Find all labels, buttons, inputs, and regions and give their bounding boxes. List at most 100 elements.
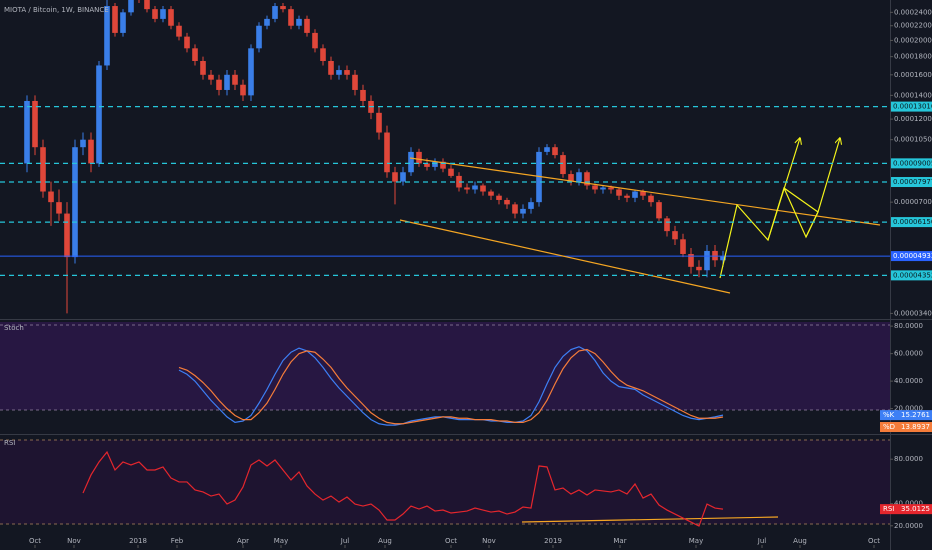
- legend-box: [880, 422, 932, 432]
- candle-body: [424, 163, 430, 167]
- candle-body: [344, 70, 350, 75]
- x-tick-label: Jul: [757, 537, 767, 545]
- candle-body: [608, 187, 614, 190]
- legend-box: [880, 410, 932, 421]
- legend-value: 35.0125: [901, 505, 930, 513]
- candle-body: [688, 253, 694, 267]
- legend-name: RSI: [883, 505, 894, 513]
- candle-body: [656, 202, 662, 219]
- candle-body: [224, 74, 230, 90]
- legend-name: %D: [883, 423, 895, 431]
- candle-body: [192, 48, 198, 61]
- level-label-box: [891, 177, 932, 188]
- legend-value: 13.8937: [901, 423, 930, 431]
- candle-body: [176, 25, 182, 37]
- level-label: 0.00013016: [893, 103, 932, 111]
- stoch-band: [0, 322, 890, 410]
- drawings: [0, 105, 890, 523]
- candle-body: [312, 32, 318, 49]
- candle-body: [440, 161, 446, 169]
- candle-body: [56, 202, 62, 214]
- y-tick-label: 60.0000: [894, 350, 923, 358]
- x-tick-label: May: [689, 537, 703, 545]
- candle-body: [512, 204, 518, 214]
- candle-body: [496, 195, 502, 200]
- candle-body: [648, 195, 654, 203]
- level-label: 0.00004352: [893, 271, 932, 279]
- level-label-box: [891, 217, 932, 228]
- level-label-box: [891, 101, 932, 112]
- candle-body: [112, 6, 118, 33]
- candle-body: [480, 185, 486, 192]
- level-label-box: [891, 158, 932, 169]
- candle-body: [232, 74, 238, 85]
- candle-body: [664, 218, 670, 232]
- candle-body: [552, 147, 558, 156]
- candle-body: [392, 172, 398, 182]
- x-tick-label: Nov: [67, 537, 81, 545]
- candle-body: [400, 172, 406, 182]
- candle-body: [592, 185, 598, 190]
- candle-body: [352, 74, 358, 90]
- candle-body: [504, 199, 510, 205]
- candle-body: [280, 6, 286, 10]
- candle-body: [616, 189, 622, 196]
- candle-body: [408, 151, 414, 173]
- candle-body: [128, 0, 134, 13]
- level-label-box: [891, 270, 932, 281]
- candle-body: [272, 6, 278, 19]
- candle-body: [488, 191, 494, 196]
- candle-body: [328, 60, 334, 75]
- candle-body: [32, 100, 38, 148]
- candle-body: [472, 185, 478, 190]
- candle-body: [288, 9, 294, 26]
- candle-body: [104, 6, 110, 66]
- candle-body: [624, 195, 630, 198]
- candle-body: [160, 9, 166, 19]
- y-tick-label: 40.0000: [894, 500, 923, 508]
- y-tick-label: 20.0000: [894, 522, 923, 530]
- y-tick-label: 20.0000: [894, 405, 923, 413]
- candle-body: [208, 74, 214, 80]
- candle-body: [360, 89, 366, 101]
- indicator-line: [178, 346, 724, 426]
- indicator-line: [82, 450, 724, 527]
- legend-name: %K: [883, 411, 895, 419]
- candle-body: [96, 65, 102, 164]
- x-tick-label: Oct: [868, 537, 880, 545]
- candle-body: [216, 79, 222, 90]
- candle-body: [80, 139, 86, 148]
- candle-body: [416, 151, 422, 164]
- candle-body: [248, 48, 254, 96]
- x-tick-label: Oct: [445, 537, 457, 545]
- candle-body: [464, 187, 470, 190]
- x-tick-label: May: [274, 537, 288, 545]
- candle-body: [304, 18, 310, 33]
- candle-body: [24, 100, 30, 164]
- pane-title: RSI: [4, 439, 15, 447]
- candle-body: [88, 139, 94, 164]
- candle-body: [696, 266, 702, 271]
- y-tick-label: 80.0000: [894, 455, 923, 463]
- candle-body: [560, 155, 566, 175]
- x-tick-label: Jul: [340, 537, 350, 545]
- level-label: 0.00006150: [893, 218, 932, 226]
- candle-body: [568, 174, 574, 182]
- candle-body: [200, 60, 206, 75]
- candle-body: [120, 12, 126, 33]
- candle-body: [384, 132, 390, 173]
- trendline: [409, 157, 881, 226]
- level-label: 0.00009005: [893, 159, 932, 167]
- x-tick-label: Aug: [378, 537, 392, 545]
- candle-body: [432, 161, 438, 167]
- legend-box: [880, 504, 932, 515]
- last-price-box: [891, 251, 932, 262]
